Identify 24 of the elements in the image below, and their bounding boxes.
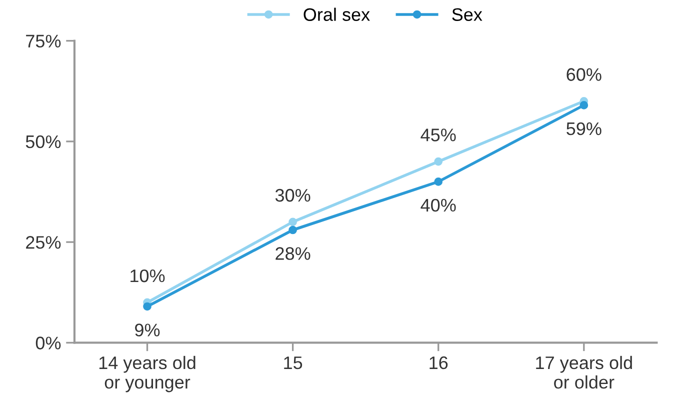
y-tick-label: 50% [26,135,61,148]
point [288,218,297,226]
y-tick-label: 0% [36,336,61,350]
legend-label: Oral sex [304,8,370,21]
point [434,157,443,166]
data-label: 45% [420,128,456,142]
x-tick-label: 15 [284,356,302,370]
x-tick-label: 14 years old or younger [99,356,196,392]
data-label: 28% [276,247,310,260]
point [143,302,152,311]
data-label: 30% [275,188,310,202]
x-tick-label: 17 years old or older [536,356,632,389]
point [288,226,297,234]
y-tick-label: 25% [26,236,61,249]
data-label: 40% [420,198,456,212]
x-tick-label: 16 [430,356,448,370]
data-label: 60% [566,68,602,81]
data-label: 10% [130,269,165,282]
data-label: 59% [566,122,602,136]
point [580,101,588,110]
point [434,178,443,186]
y-tick-label: 75% [26,34,61,48]
data-label: 9% [135,324,160,336]
legend-label: Sex [452,8,482,21]
